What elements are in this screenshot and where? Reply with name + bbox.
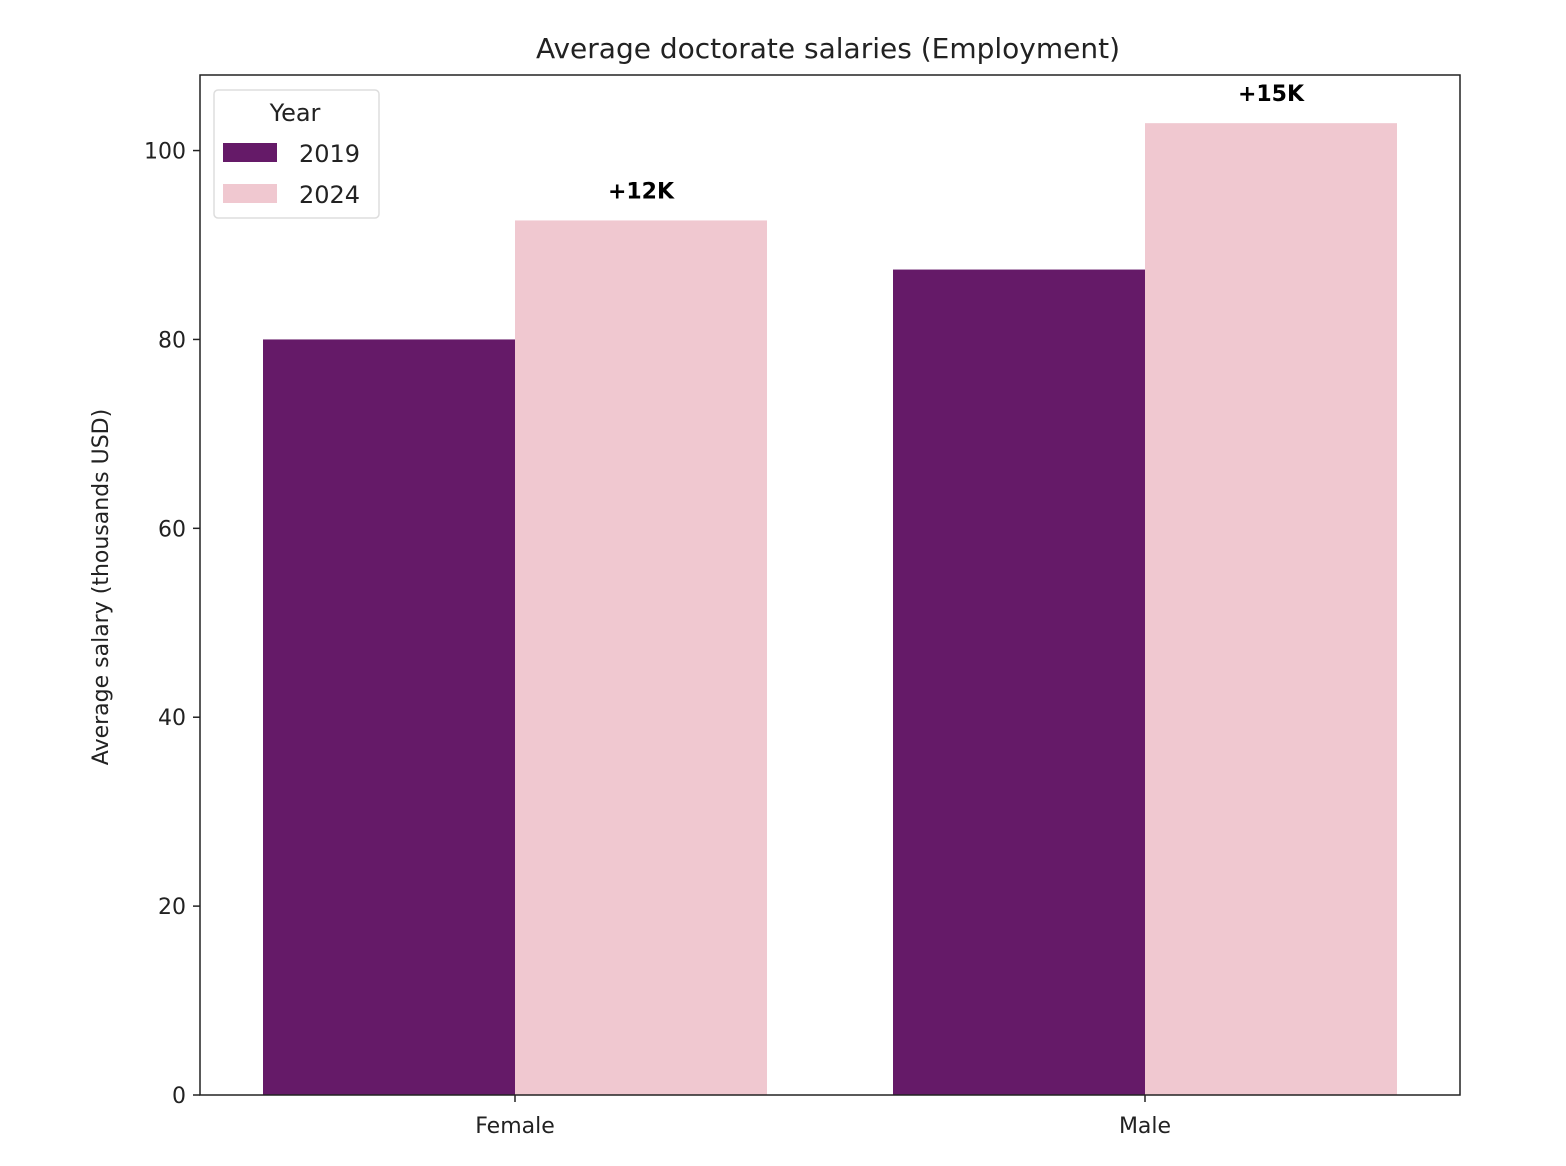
legend: Year 2019 2024 bbox=[213, 89, 380, 219]
y-tick-label: 100 bbox=[144, 140, 186, 165]
y-axis-label: Average salary (thousands USD) bbox=[89, 409, 114, 765]
y-tick-label: 40 bbox=[158, 706, 186, 731]
bar-annotation: +12K bbox=[608, 179, 675, 204]
legend-title: Year bbox=[269, 99, 321, 127]
bar-female-2024 bbox=[515, 220, 767, 1095]
y-tick-label: 0 bbox=[172, 1084, 186, 1109]
legend-label: 2024 bbox=[299, 181, 360, 209]
bar-male-2024 bbox=[1145, 123, 1397, 1095]
bar-female-2019 bbox=[263, 339, 515, 1095]
bar-male-2019 bbox=[893, 269, 1145, 1095]
y-tick-label: 20 bbox=[158, 895, 186, 920]
y-tick-label: 60 bbox=[158, 517, 186, 542]
legend-swatch bbox=[223, 184, 277, 203]
plot-frame bbox=[199, 74, 1461, 1096]
x-tick-label: Male bbox=[1119, 1114, 1171, 1139]
x-tick-label: Female bbox=[475, 1114, 555, 1139]
legend-swatch bbox=[223, 143, 277, 162]
bar-annotation: +15K bbox=[1238, 82, 1305, 107]
y-tick-label: 80 bbox=[158, 328, 186, 353]
legend-label: 2019 bbox=[299, 140, 360, 168]
chart-title: Average doctorate salaries (Employment) bbox=[536, 32, 1120, 65]
